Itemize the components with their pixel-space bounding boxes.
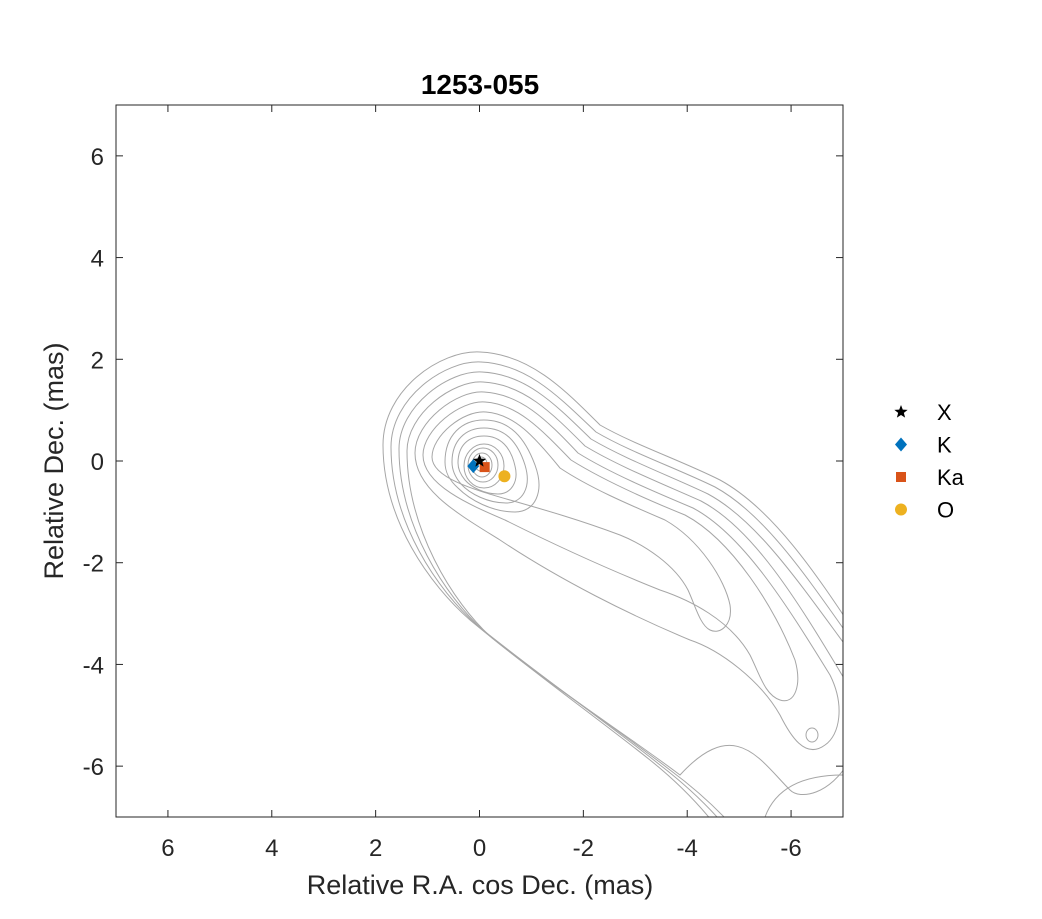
- legend-marker-ka: [896, 472, 906, 482]
- y-tick-label: -4: [83, 652, 104, 679]
- contour-level-4: [406, 381, 843, 796]
- y-axis-label: Relative Dec. (mas): [39, 342, 69, 579]
- legend-marker-o: [895, 503, 907, 516]
- y-tick-label: 4: [91, 246, 104, 273]
- legend-label-o: O: [937, 498, 954, 523]
- x-tick-labels: 6 4 2 0 -2 -4 -6: [161, 835, 801, 862]
- y-tick-label: -2: [83, 551, 104, 578]
- contour-level-5: [414, 391, 840, 751]
- y-tick-label: 2: [91, 347, 104, 374]
- contour-level-1: [382, 351, 843, 817]
- contour-level-12: [467, 447, 499, 483]
- legend-label-k: K: [937, 433, 952, 458]
- x-tick-label: -4: [677, 835, 698, 862]
- x-tick-label: -6: [780, 835, 801, 862]
- contour-level-8: [444, 419, 540, 513]
- contour-level-10: [457, 435, 517, 495]
- data-markers: [467, 454, 511, 483]
- axis-ticks: [116, 105, 843, 817]
- legend-marker-x: [894, 405, 908, 418]
- contour-level-9: [451, 427, 528, 504]
- marker-ka: [479, 462, 490, 473]
- contour-island: [805, 727, 819, 743]
- y-tick-label: 6: [91, 144, 104, 171]
- contour-level-7: [431, 411, 731, 632]
- x-tick-label: 0: [473, 835, 486, 862]
- x-tick-label: 2: [369, 835, 382, 862]
- y-tick-label: -6: [83, 754, 104, 781]
- y-tick-label: 0: [91, 449, 104, 476]
- legend: XK Ka O: [894, 400, 965, 523]
- legend-marker-k: [895, 437, 907, 452]
- x-axis-label: Relative R.A. cos Dec. (mas): [307, 870, 654, 900]
- marker-x: [472, 454, 487, 467]
- x-tick-label: 6: [161, 835, 174, 862]
- contour-level-bottom-edge: [764, 774, 843, 817]
- contour-level-11: [463, 443, 505, 489]
- y-tick-labels: 6 4 2 0 -2 -4 -6: [83, 144, 104, 781]
- x-tick-label: -2: [573, 835, 594, 862]
- legend-label-x: X: [937, 400, 952, 425]
- marker-k: [467, 459, 480, 474]
- chart-title: 1253-055: [421, 69, 539, 100]
- contour-level-6: [422, 401, 799, 702]
- marker-o: [498, 470, 511, 483]
- x-tick-label: 4: [265, 835, 278, 862]
- legend-label-ka: Ka: [937, 465, 965, 490]
